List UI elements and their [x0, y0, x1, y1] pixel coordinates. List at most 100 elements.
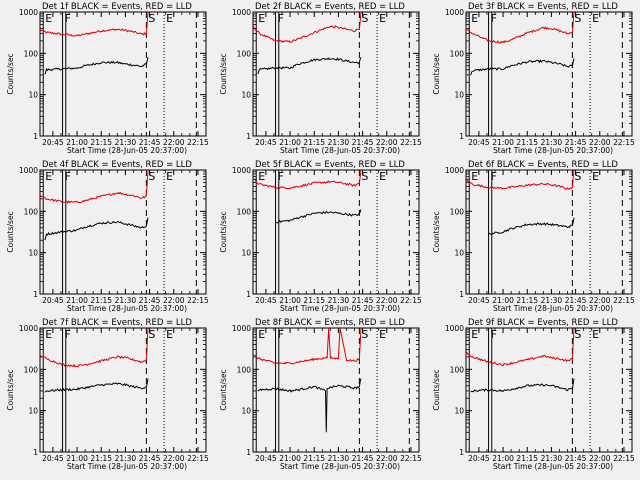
- x-tick-label: 22:00: [163, 296, 185, 305]
- x-axis-label: Start Time (28-Jun-05 20:37:00): [67, 146, 187, 155]
- y-tick-label: 1: [246, 448, 251, 457]
- x-tick-label: 21:00: [279, 454, 301, 463]
- x-tick-label: 22:15: [613, 138, 635, 147]
- x-tick-label: 22:00: [376, 296, 398, 305]
- event-marker-label: E: [379, 328, 386, 341]
- lld-series-line: [253, 170, 362, 190]
- event-marker-label: E: [258, 170, 265, 183]
- x-tick-label: 21:15: [90, 138, 112, 147]
- events-series-line: [257, 378, 362, 433]
- panel-title: Det 9f BLACK = Events, RED = LLD: [468, 318, 618, 328]
- x-tick-label: 20:45: [42, 454, 64, 463]
- y-tick-label: 1: [33, 132, 38, 141]
- event-marker-label: E: [471, 12, 478, 25]
- x-tick-label: 21:30: [115, 138, 137, 147]
- x-tick-label: 22:15: [400, 454, 422, 463]
- event-marker-label: S: [148, 170, 155, 183]
- lld-series-line: [40, 170, 149, 204]
- plot-frame: [252, 169, 420, 295]
- y-tick-label: 10: [241, 407, 251, 416]
- plot-frame: [39, 169, 207, 295]
- x-tick-label: 22:15: [187, 296, 209, 305]
- event-marker-label: E: [471, 328, 478, 341]
- events-series-line: [44, 217, 149, 241]
- x-tick-label: 21:15: [303, 138, 325, 147]
- y-tick-label: 10: [241, 249, 251, 258]
- x-tick-label: 20:45: [42, 296, 64, 305]
- plot-frame: [252, 11, 420, 137]
- event-marker-label: S: [361, 328, 368, 341]
- x-axis-label: Start Time (28-Jun-05 20:37:00): [493, 146, 613, 155]
- y-tick-label: 1: [459, 290, 464, 299]
- x-tick-label: 21:30: [328, 296, 350, 305]
- x-tick-label: 22:00: [376, 138, 398, 147]
- y-axis-label: Counts/sec: [432, 211, 441, 252]
- x-tick-label: 22:15: [400, 138, 422, 147]
- event-marker-label: E: [166, 170, 173, 183]
- panel-title: Det 5f BLACK = Events, RED = LLD: [255, 160, 405, 170]
- x-tick-label: 21:30: [541, 454, 563, 463]
- y-tick-label: 10: [28, 407, 38, 416]
- y-axis-label: Counts/sec: [6, 53, 15, 94]
- events-series-line: [44, 57, 149, 75]
- x-axis-label: Start Time (28-Jun-05 20:37:00): [280, 462, 400, 471]
- x-tick-label: 21:45: [139, 296, 161, 305]
- event-marker-label: E: [45, 170, 52, 183]
- lld-series-line: [253, 328, 362, 365]
- event-marker-label: E: [471, 170, 478, 183]
- x-tick-label: 21:15: [516, 138, 538, 147]
- event-marker-label: S: [574, 328, 581, 341]
- y-tick-label: 1000: [232, 324, 251, 333]
- y-tick-label: 10: [454, 407, 464, 416]
- y-tick-label: 1: [246, 290, 251, 299]
- x-tick-label: 21:00: [492, 296, 514, 305]
- panel-det-3: Det 3f BLACK = Events, RED = LLD 1 10 100 10…: [432, 2, 635, 155]
- x-tick-label: 21:45: [565, 454, 587, 463]
- y-axis-label: Counts/sec: [219, 53, 228, 94]
- y-tick-label: 1000: [232, 166, 251, 175]
- event-marker-label: S: [574, 12, 581, 25]
- x-tick-label: 21:15: [516, 296, 538, 305]
- x-tick-label: 20:45: [468, 138, 490, 147]
- event-marker-label: F: [278, 328, 284, 341]
- x-tick-label: 21:45: [565, 296, 587, 305]
- lld-series-line: [40, 12, 149, 37]
- x-tick-label: 22:15: [187, 454, 209, 463]
- event-marker-label: E: [45, 328, 52, 341]
- y-axis-label: Counts/sec: [6, 211, 15, 252]
- x-tick-label: 21:00: [492, 138, 514, 147]
- x-tick-label: 21:15: [90, 296, 112, 305]
- y-tick-label: 1000: [19, 324, 38, 333]
- events-series-line: [488, 217, 575, 236]
- event-marker-label: E: [592, 12, 599, 25]
- x-axis-label: Start Time (28-Jun-05 20:37:00): [67, 304, 187, 313]
- y-tick-label: 1000: [445, 8, 464, 17]
- event-marker-label: E: [592, 170, 599, 183]
- panel-title: Det 3f BLACK = Events, RED = LLD: [468, 2, 618, 12]
- x-tick-label: 22:15: [613, 454, 635, 463]
- panel-title: Det 8f BLACK = Events, RED = LLD: [255, 318, 405, 328]
- panel-det-8: Det 8f BLACK = Events, RED = LLD 1 10 100 10…: [219, 318, 422, 471]
- x-tick-label: 21:15: [303, 296, 325, 305]
- lld-series-line: [466, 12, 575, 44]
- y-tick-label: 100: [24, 207, 39, 216]
- x-tick-label: 21:15: [516, 454, 538, 463]
- y-tick-label: 100: [237, 365, 252, 374]
- lld-series-line: [40, 328, 149, 368]
- plot-frame: [465, 169, 633, 295]
- x-tick-label: 22:00: [163, 454, 185, 463]
- y-tick-label: 1000: [19, 8, 38, 17]
- event-marker-label: F: [491, 12, 497, 25]
- x-axis-label: Start Time (28-Jun-05 20:37:00): [67, 462, 187, 471]
- y-tick-label: 10: [454, 91, 464, 100]
- x-tick-label: 20:45: [468, 454, 490, 463]
- x-tick-label: 21:00: [66, 454, 88, 463]
- x-tick-label: 21:30: [115, 296, 137, 305]
- x-axis-label: Start Time (28-Jun-05 20:37:00): [280, 146, 400, 155]
- y-axis-label: Counts/sec: [219, 211, 228, 252]
- x-tick-label: 20:45: [255, 454, 277, 463]
- event-marker-label: E: [45, 12, 52, 25]
- event-marker-label: S: [574, 170, 581, 183]
- x-tick-label: 21:45: [139, 454, 161, 463]
